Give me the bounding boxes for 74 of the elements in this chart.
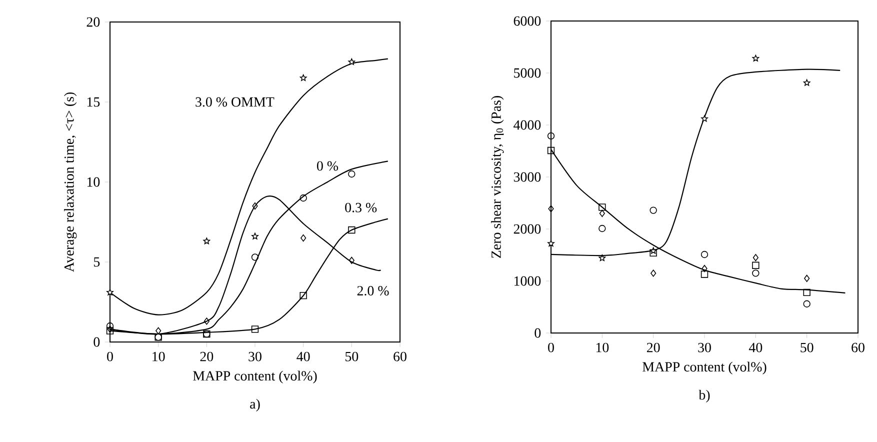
point bbox=[752, 254, 758, 262]
annotation: 0.3 % bbox=[345, 202, 377, 212]
y-tick-label: 1000 bbox=[514, 276, 541, 286]
y-axis-title: Average relaxation time, <τ> (s) bbox=[64, 92, 77, 272]
x-axis-title: MAPP content (vol%) bbox=[642, 362, 766, 374]
y-tick-label: 5 bbox=[94, 257, 100, 267]
x-tick-label: 20 bbox=[200, 352, 214, 362]
y-tick-label: 6000 bbox=[514, 16, 541, 26]
point bbox=[650, 270, 656, 277]
point bbox=[700, 250, 708, 258]
y-tick-label: 4000 bbox=[514, 120, 541, 130]
x-axis-title: MAPP content (vol%) bbox=[193, 370, 317, 384]
point bbox=[650, 206, 657, 214]
x-tick-label: 60 bbox=[852, 342, 864, 352]
y-tick-label: 3000 bbox=[514, 172, 541, 182]
point bbox=[700, 270, 708, 278]
y-tick-label: 15 bbox=[87, 97, 100, 107]
point bbox=[599, 210, 605, 217]
x-tick-label: 10 bbox=[596, 342, 609, 352]
x-tick-label: 50 bbox=[800, 342, 814, 352]
point bbox=[348, 170, 356, 178]
text: a) bbox=[250, 398, 260, 412]
y-tick-label: 2000 bbox=[514, 224, 541, 234]
point bbox=[803, 288, 810, 296]
y-tick-label: 5000 bbox=[514, 68, 541, 78]
point bbox=[598, 254, 606, 262]
point bbox=[106, 288, 114, 296]
point bbox=[804, 274, 810, 282]
x-tick-label: 40 bbox=[296, 352, 310, 362]
point bbox=[548, 205, 554, 212]
x-tick-label: 30 bbox=[248, 352, 262, 362]
point bbox=[598, 204, 606, 211]
point bbox=[547, 132, 555, 140]
point bbox=[803, 300, 810, 308]
x-tick-label: 0 bbox=[548, 342, 554, 352]
annotation: 3.0 % OMMT bbox=[196, 97, 274, 107]
x-tick-label: 30 bbox=[698, 342, 711, 352]
text: b) bbox=[698, 390, 710, 402]
point bbox=[547, 146, 555, 154]
x-tick-label: 50 bbox=[346, 352, 358, 362]
point bbox=[752, 262, 760, 269]
point bbox=[752, 54, 760, 62]
point bbox=[252, 202, 258, 210]
x-tick-label: 10 bbox=[152, 352, 165, 362]
x-tick-label: 20 bbox=[646, 342, 660, 352]
point bbox=[156, 327, 162, 334]
annotation: 2.0 % bbox=[357, 286, 389, 296]
y-tick-label: 20 bbox=[86, 17, 100, 27]
point bbox=[203, 238, 210, 244]
x-tick-label: 0 bbox=[107, 352, 113, 362]
point bbox=[300, 194, 307, 202]
y-tick-label: 10 bbox=[87, 177, 100, 187]
point bbox=[300, 292, 307, 300]
point bbox=[251, 254, 259, 261]
point bbox=[251, 326, 259, 333]
point bbox=[204, 318, 210, 325]
point bbox=[348, 226, 356, 234]
point bbox=[650, 249, 657, 257]
point bbox=[300, 234, 306, 242]
point bbox=[252, 232, 258, 240]
point bbox=[598, 224, 606, 232]
x-tick-label: 60 bbox=[394, 352, 406, 362]
point bbox=[348, 58, 356, 65]
y-axis-title: Zero shear viscosity, η$_{0}$ (Pas) bbox=[491, 96, 504, 258]
point bbox=[348, 256, 354, 264]
point bbox=[803, 79, 810, 86]
point bbox=[702, 264, 708, 272]
x-tick-label: 40 bbox=[748, 342, 762, 352]
point bbox=[701, 115, 708, 122]
point bbox=[548, 240, 554, 247]
annotation: 0 % bbox=[316, 161, 338, 171]
y-tick-label: 0 bbox=[534, 328, 541, 338]
point bbox=[752, 270, 760, 277]
point bbox=[300, 74, 307, 81]
